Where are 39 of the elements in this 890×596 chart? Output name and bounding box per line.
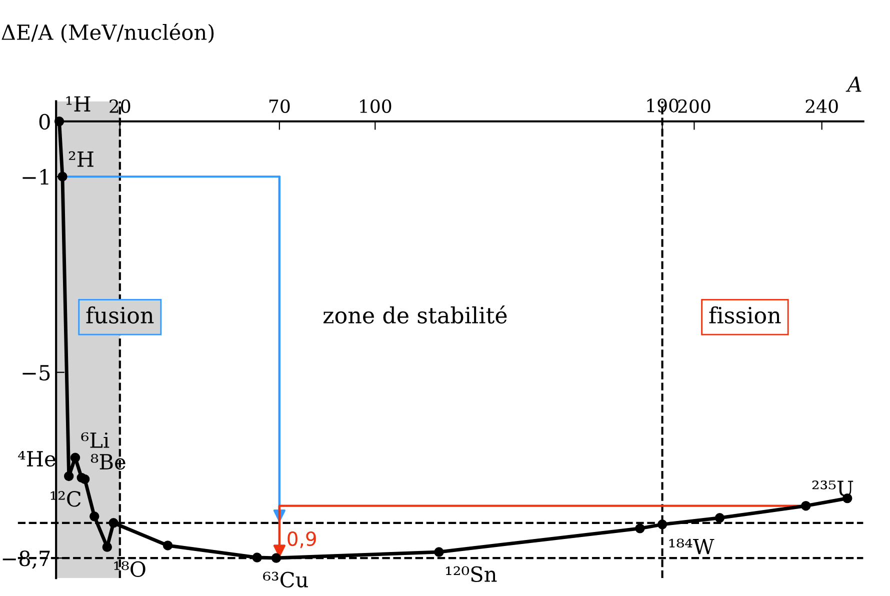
annotation: ⁶³Cu (263, 572, 308, 588)
x-tick-label: 100 (360, 99, 392, 114)
point (801, 500, 811, 511)
y-tick-label: −5 (22, 365, 50, 381)
y-tick-label: −1 (22, 169, 48, 185)
y-tick-label: 0 (39, 114, 50, 130)
point (108, 518, 118, 528)
point (714, 513, 725, 523)
x-tick-label: 240 (806, 99, 838, 114)
x-tick-label: 190 (647, 98, 678, 112)
point (635, 524, 645, 534)
point (657, 520, 668, 530)
point (58, 172, 68, 182)
annotation: ⁸Be (90, 454, 126, 470)
annotation: ¹²⁰Sn (446, 566, 497, 582)
x-tick-label: 70 (269, 99, 290, 114)
annotation: fission (709, 306, 781, 324)
y-axis-title: ΔE/A (MeV/nucléon) (2, 23, 214, 44)
point (434, 547, 444, 557)
annotation: ²H (68, 151, 94, 167)
point (252, 552, 262, 562)
annotation: 0,9 (288, 531, 316, 548)
point (70, 452, 80, 463)
annotation: ⁶Li (81, 432, 110, 448)
point (162, 540, 173, 550)
point (54, 116, 64, 126)
annotation: zone de stabilité (323, 305, 507, 324)
point (271, 553, 282, 563)
point (90, 512, 100, 522)
point (80, 474, 90, 484)
x-axis-title: A (846, 76, 862, 92)
x-tick-label: 200 (678, 99, 710, 114)
x-tick-label: 20 (110, 99, 130, 114)
point (64, 471, 74, 482)
annotation: ¹H (66, 96, 90, 112)
band-label: fusion (86, 306, 154, 324)
annotation: ¹⁸O (114, 561, 146, 578)
annotation: ¹⁸⁴W (669, 538, 714, 554)
point (102, 542, 112, 552)
